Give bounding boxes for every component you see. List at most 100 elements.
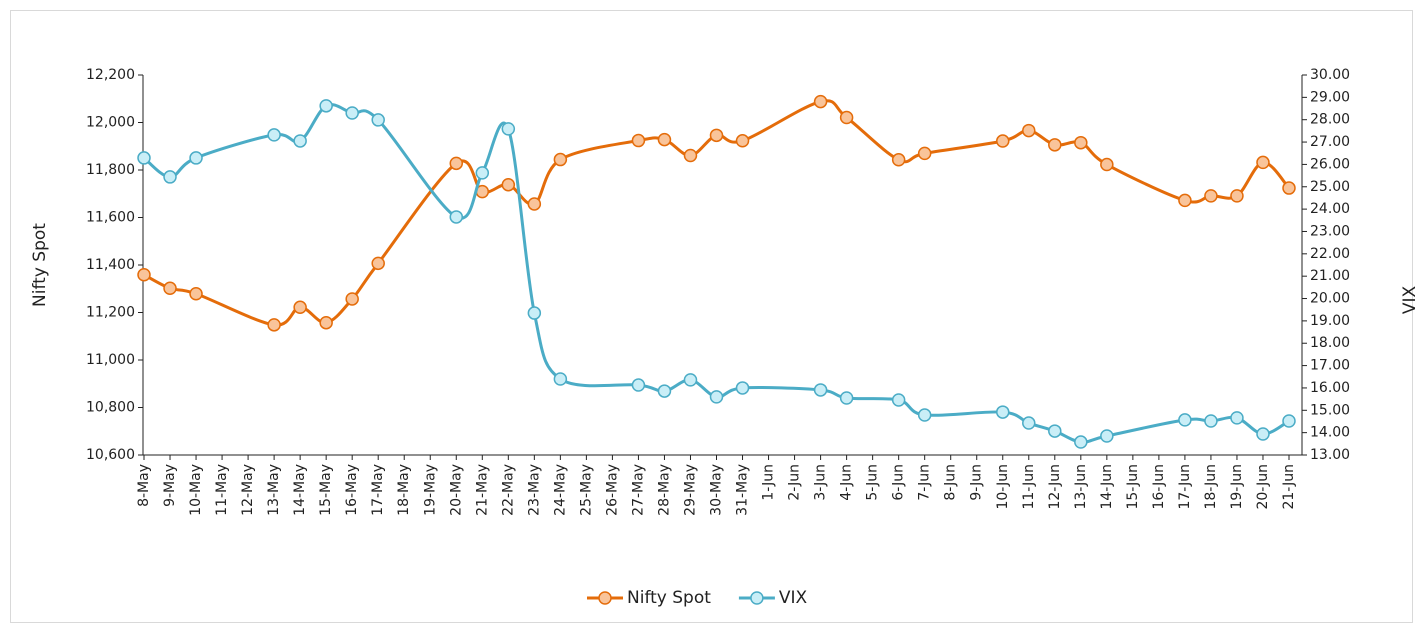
x-tick-label: 17-May <box>370 464 386 516</box>
legend: Nifty Spot VIX <box>587 588 808 608</box>
x-tick-label: 12-Jun <box>1047 464 1063 510</box>
data-point <box>189 286 203 301</box>
x-tick-label: 5-Jun <box>865 464 881 501</box>
data-point <box>163 170 177 184</box>
x-tick-label: 13-May <box>266 464 282 516</box>
data-point <box>553 372 568 386</box>
y2-tick-label: 13.00 <box>1310 447 1350 463</box>
x-tick-label: 7-Jun <box>917 464 933 501</box>
x-tick-label: 9-Jun <box>969 464 985 501</box>
y2-tick-label: 19.00 <box>1310 313 1350 329</box>
data-point <box>709 128 724 143</box>
data-point <box>1100 157 1114 172</box>
x-tick-label: 31-May <box>735 464 751 516</box>
x-tick-label: 23-May <box>526 464 542 516</box>
y-tick-label: 11,400 <box>86 257 135 273</box>
data-point <box>501 122 516 136</box>
y-tick-label: 11,600 <box>86 210 135 226</box>
data-point <box>1282 414 1296 428</box>
data-point <box>891 393 906 407</box>
data-point <box>1204 414 1218 428</box>
data-point <box>527 197 542 211</box>
data-point <box>501 177 516 192</box>
x-tick-label: 15-May <box>318 464 334 516</box>
x-tick-label: 2-Jun <box>787 464 803 501</box>
y-tick-label: 10,800 <box>86 400 135 416</box>
x-tick-label: 27-May <box>630 464 646 516</box>
data-point <box>813 383 828 397</box>
x-tick-label: 29-May <box>682 464 698 516</box>
data-point <box>189 151 203 165</box>
data-point <box>137 267 151 282</box>
y-tick-label: 12,000 <box>86 115 135 131</box>
data-point <box>891 153 906 167</box>
data-point <box>345 292 359 306</box>
data-point <box>996 405 1010 419</box>
x-tick-label: 20-May <box>448 464 464 516</box>
x-tick-label: 22-May <box>500 464 516 516</box>
y2-tick-label: 15.00 <box>1310 402 1350 418</box>
x-tick-label: 10-May <box>188 464 204 516</box>
data-point <box>319 99 333 113</box>
data-point <box>683 148 698 163</box>
data-point <box>449 156 464 171</box>
data-point <box>527 306 542 320</box>
data-point <box>631 133 646 148</box>
data-point <box>839 110 854 125</box>
x-tick-label: 26-May <box>604 464 620 516</box>
data-point <box>839 391 854 405</box>
x-tick-label: 16-Jun <box>1151 464 1167 510</box>
x-tick-label: 30-May <box>709 464 725 516</box>
data-point <box>319 315 333 330</box>
data-point <box>1048 138 1062 152</box>
data-point <box>371 113 385 127</box>
data-point <box>735 381 750 395</box>
y2-tick-label: 29.00 <box>1310 89 1350 105</box>
y2-axis-title: VIX <box>1400 286 1420 315</box>
data-point <box>657 384 672 398</box>
data-point <box>1256 155 1270 170</box>
x-tick-label: 10-Jun <box>995 464 1011 510</box>
x-tick-label: 18-Jun <box>1203 464 1219 510</box>
legend-label: VIX <box>779 588 808 608</box>
data-point <box>1282 181 1296 195</box>
data-point <box>1048 424 1062 438</box>
data-point <box>1022 416 1036 430</box>
data-point <box>163 281 177 296</box>
data-point <box>267 128 281 142</box>
x-tick-label: 17-Jun <box>1177 464 1193 510</box>
y2-tick-label: 30.00 <box>1310 67 1350 83</box>
x-tick-label: 6-Jun <box>891 464 907 501</box>
chart-border <box>10 10 1413 623</box>
legend-marker <box>750 591 764 605</box>
x-tick-label: 21-Jun <box>1281 464 1297 510</box>
x-tick-label: 8-Jun <box>943 464 959 501</box>
x-tick-label: 11-May <box>214 464 230 516</box>
data-point <box>293 134 307 148</box>
x-tick-label: 14-Jun <box>1099 464 1115 510</box>
y2-tick-label: 20.00 <box>1310 291 1350 307</box>
data-point <box>996 134 1010 148</box>
x-tick-label: 14-May <box>292 464 308 516</box>
data-point <box>1256 427 1270 441</box>
data-point <box>1074 435 1088 449</box>
data-point <box>449 210 464 224</box>
data-point <box>1074 135 1088 150</box>
data-point <box>137 151 151 165</box>
x-tick-label: 16-May <box>344 464 360 516</box>
y2-tick-label: 26.00 <box>1310 156 1350 172</box>
y2-tick-label: 14.00 <box>1310 425 1350 441</box>
x-tick-label: 11-Jun <box>1021 464 1037 510</box>
y-tick-label: 11,800 <box>86 162 135 178</box>
y2-tick-label: 22.00 <box>1310 246 1350 262</box>
x-tick-label: 8-May <box>136 464 152 507</box>
x-tick-label: 4-Jun <box>839 464 855 501</box>
x-tick-label: 3-Jun <box>813 464 829 501</box>
data-point <box>917 408 932 422</box>
data-point <box>1230 411 1244 425</box>
data-point <box>917 146 932 161</box>
data-point <box>1204 189 1218 203</box>
y2-tick-label: 23.00 <box>1310 223 1350 239</box>
y-tick-label: 11,000 <box>86 352 135 368</box>
